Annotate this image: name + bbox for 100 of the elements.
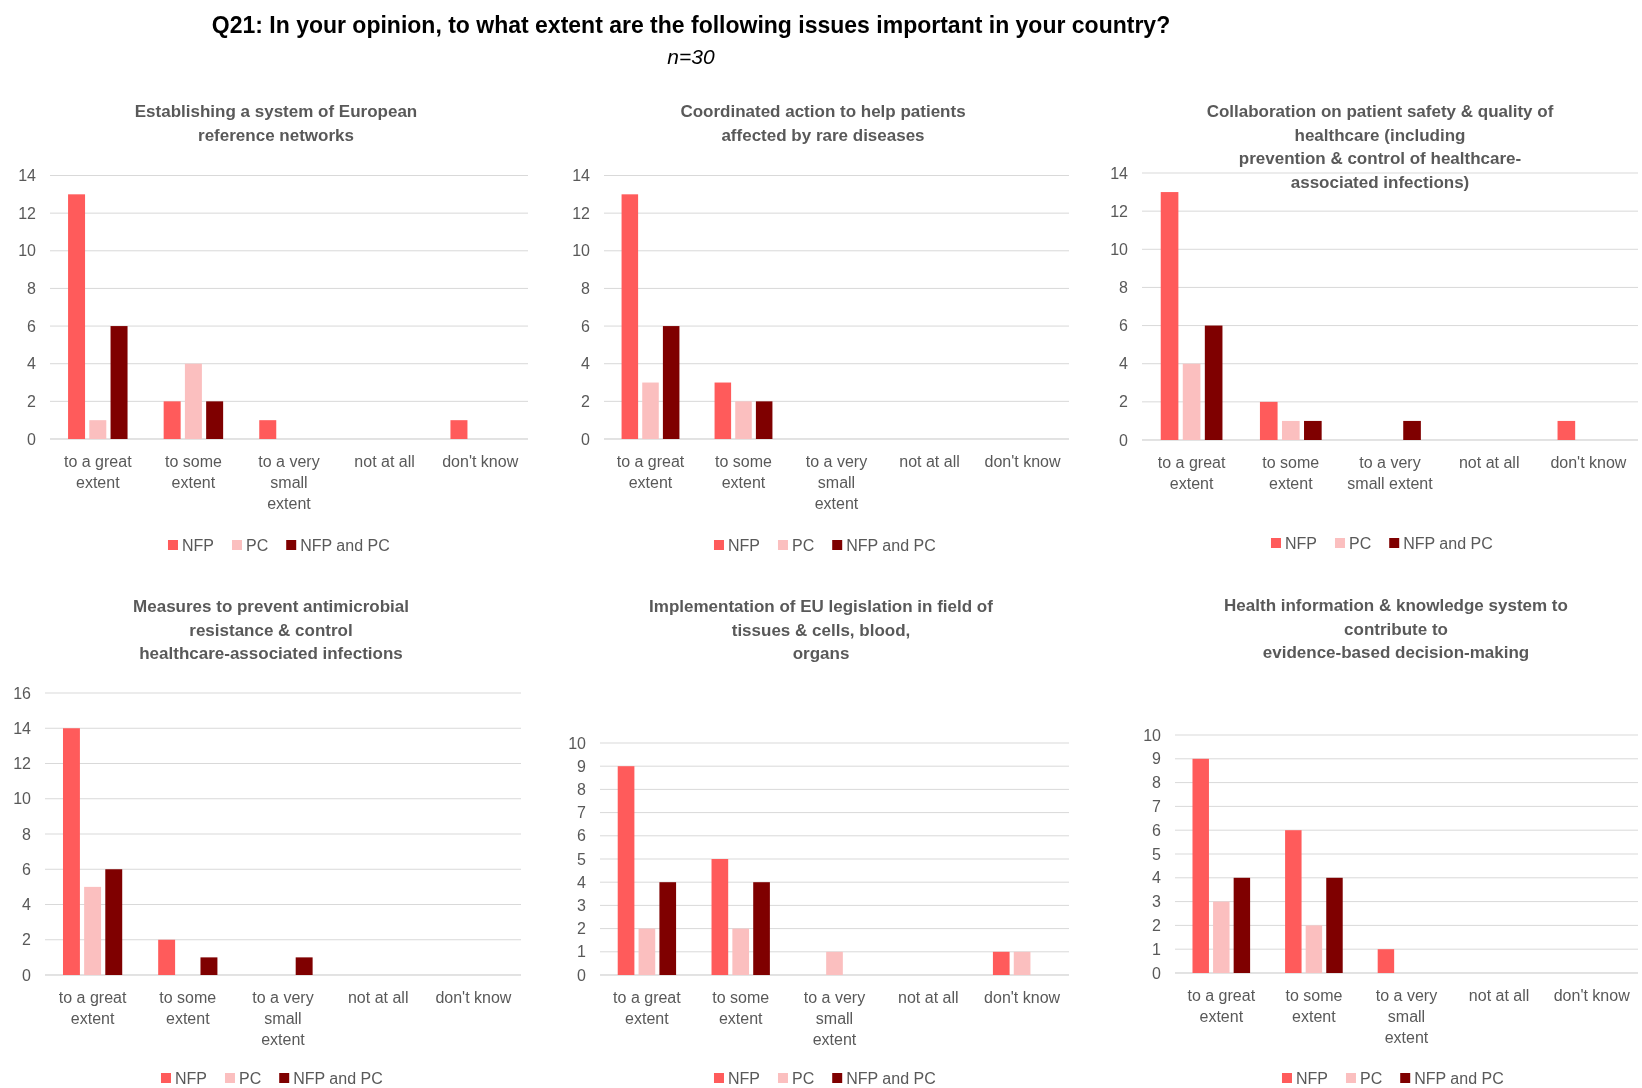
y-tick-label: 7 xyxy=(577,804,587,822)
y-tick-label: 4 xyxy=(27,355,37,373)
legend-label: PC xyxy=(1359,1069,1383,1087)
y-tick-label: 16 xyxy=(13,684,32,702)
bar xyxy=(732,928,750,975)
bar xyxy=(1160,192,1179,440)
y-tick-label: 4 xyxy=(581,355,591,373)
bar xyxy=(638,928,656,975)
y-tick-label: 6 xyxy=(581,317,591,335)
bar xyxy=(1013,951,1031,975)
x-tick-label: to some extent xyxy=(1262,453,1320,492)
y-tick-label: 0 xyxy=(1152,964,1162,982)
legend-label: NFP and PC xyxy=(846,536,936,554)
x-tick-label: to a very small extent xyxy=(258,452,320,512)
legend-label: PC xyxy=(791,536,815,554)
y-tick-label: 8 xyxy=(581,280,591,298)
x-tick-label: to a very small extent xyxy=(805,452,868,512)
legend-label: NFP and PC xyxy=(846,1069,936,1087)
y-tick-label: 3 xyxy=(577,897,587,914)
x-tick-label: not at all xyxy=(347,988,409,1006)
y-tick-label: 0 xyxy=(577,966,587,984)
bar xyxy=(259,420,277,439)
legend-label: PC xyxy=(791,1069,815,1087)
y-tick-label: 8 xyxy=(27,280,37,298)
y-tick-label: 12 xyxy=(13,755,32,773)
bar xyxy=(711,859,729,975)
x-tick-label: to a very small extent xyxy=(1347,453,1434,492)
y-tick-label: 2 xyxy=(1152,917,1162,934)
x-tick-label: to a very small extent xyxy=(1375,986,1438,1046)
bar xyxy=(184,363,202,439)
bar xyxy=(1403,420,1421,440)
bar xyxy=(200,957,218,975)
bar xyxy=(84,886,102,975)
bar xyxy=(659,882,677,975)
y-tick-label: 14 xyxy=(18,167,37,185)
x-tick-label: don't know xyxy=(435,988,512,1006)
bar xyxy=(1259,401,1278,440)
y-tick-label: 2 xyxy=(27,392,37,410)
bar xyxy=(617,766,635,975)
text: n=30 xyxy=(667,45,715,69)
y-tick-label: 12 xyxy=(572,204,591,222)
y-tick-label: 7 xyxy=(1152,798,1162,815)
bar xyxy=(1377,949,1395,973)
y-tick-label: 4 xyxy=(1152,869,1162,887)
x-tick-label: not at all xyxy=(1458,453,1520,471)
y-tick-label: 10 xyxy=(572,242,591,260)
bar xyxy=(1182,363,1201,440)
bar xyxy=(662,326,680,439)
x-tick-label: to a great extent xyxy=(613,988,682,1027)
y-tick-label: 4 xyxy=(577,873,587,891)
y-tick-label: 1 xyxy=(577,943,587,961)
y-tick-label: 8 xyxy=(577,781,587,798)
bar xyxy=(1213,901,1230,973)
legend-label: PC xyxy=(245,536,269,554)
legend-label: NFP xyxy=(727,536,760,554)
legend-label: NFP and PC xyxy=(1414,1069,1504,1087)
y-tick-label: 2 xyxy=(581,392,591,410)
x-tick-label: not at all xyxy=(898,988,959,1006)
y-tick-label: 3 xyxy=(1152,893,1162,911)
y-tick-label: 6 xyxy=(577,827,587,845)
x-tick-label: to some extent xyxy=(164,452,222,491)
y-tick-label: 2 xyxy=(577,920,587,938)
chart-title: Health information & knowledge system to contribute to evidence-based decision-making xyxy=(1224,595,1568,663)
y-tick-label: 6 xyxy=(22,860,32,878)
bar xyxy=(1192,758,1209,973)
bar xyxy=(826,951,843,975)
bar xyxy=(89,420,107,439)
chart-title: Measures to prevent antimicrobial resistance & control healthcare-associated infections xyxy=(133,596,409,664)
bar xyxy=(642,382,659,439)
bar xyxy=(158,939,176,975)
legend-label: NFP and PC xyxy=(300,536,390,554)
bar xyxy=(450,420,468,439)
y-tick-label: 10 xyxy=(13,790,32,808)
y-tick-label: 4 xyxy=(1119,355,1129,373)
y-tick-label: 14 xyxy=(1110,164,1129,182)
y-tick-label: 6 xyxy=(1152,821,1162,839)
bar xyxy=(1304,420,1322,440)
bar xyxy=(110,326,128,439)
y-tick-label: 12 xyxy=(1110,202,1129,220)
x-tick-label: to a very small extent xyxy=(803,988,866,1048)
y-tick-label: 5 xyxy=(577,850,587,868)
bar xyxy=(1281,420,1300,440)
bar xyxy=(206,401,224,439)
bar xyxy=(68,194,86,439)
y-tick-label: 6 xyxy=(27,317,37,335)
bar xyxy=(714,382,732,439)
chart-title: Coordinated action to help patients affected by rare diseases xyxy=(680,101,966,145)
y-tick-label: 10 xyxy=(1143,726,1162,744)
y-tick-label: 0 xyxy=(22,966,32,984)
y-tick-label: 14 xyxy=(572,167,591,185)
bar xyxy=(163,401,181,439)
legend-label: NFP xyxy=(1284,534,1317,552)
legend-label: NFP and PC xyxy=(293,1069,383,1087)
x-tick-label: to a great extent xyxy=(1157,453,1226,492)
text: Q21: In your opinion, to what extent are the following issues important in your country? xyxy=(211,12,1171,39)
y-tick-label: 2 xyxy=(22,931,32,949)
x-tick-label: to some extent xyxy=(159,988,217,1027)
x-tick-label: don't know xyxy=(1550,453,1627,471)
y-tick-label: 2 xyxy=(1119,393,1129,411)
bar xyxy=(1204,325,1223,440)
